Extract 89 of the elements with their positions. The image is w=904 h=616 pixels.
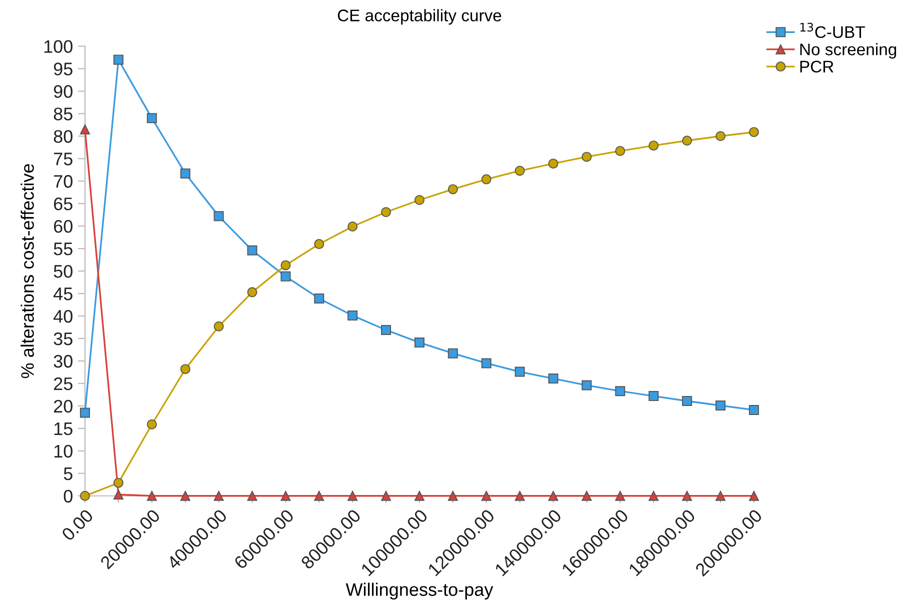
y-axis-title: % alterations cost-effective (20, 164, 34, 378)
legend-label: $^{13}$C-UBT (800, 22, 865, 38)
point (146, 419, 157, 430)
point (214, 321, 224, 332)
point (314, 293, 324, 304)
point (314, 239, 324, 250)
x-axis-title: Willingness-to-pay (346, 582, 494, 600)
y-tick-label: 95 (54, 62, 72, 76)
y-tick-label: 35 (54, 332, 72, 346)
point (280, 490, 291, 501)
point (348, 222, 358, 232)
point (615, 386, 626, 396)
point (582, 380, 592, 390)
y-tick-label: 55 (54, 242, 72, 256)
point (214, 490, 224, 501)
y-tick-label: 75 (54, 152, 72, 166)
point (648, 391, 659, 402)
point (548, 158, 558, 169)
y-tick-label: 60 (54, 220, 72, 233)
point (648, 140, 659, 151)
y-tick-label: 0 (64, 490, 72, 503)
y-tick-label: 50 (54, 264, 72, 278)
y-tick-label: 100 (44, 40, 72, 53)
point (481, 490, 492, 501)
y-tick-label: 90 (54, 85, 72, 98)
point (514, 366, 525, 377)
point (582, 152, 592, 162)
point (615, 490, 626, 501)
point (414, 338, 424, 348)
y-tick-label: 40 (54, 310, 72, 323)
point (648, 490, 659, 501)
x-tick-label: 0.00 (60, 508, 94, 542)
y-tick-label: 85 (54, 108, 72, 120)
point (748, 404, 759, 415)
point (481, 358, 492, 368)
point (381, 207, 392, 218)
y-tick-label: 45 (54, 288, 72, 300)
y-tick-label: 70 (54, 175, 72, 188)
y-tick-label: 5 (64, 468, 72, 480)
point (615, 146, 626, 156)
y-tick-label: 25 (54, 377, 72, 390)
point (448, 348, 458, 358)
point (481, 174, 492, 184)
point (113, 54, 124, 65)
point (247, 287, 258, 298)
point (448, 184, 458, 194)
legend-label: No screening (800, 43, 896, 59)
point (381, 490, 392, 501)
point (748, 127, 759, 138)
point (180, 490, 190, 501)
point (381, 324, 392, 335)
y-tick-label: 15 (54, 422, 72, 436)
legend-label: PCR (800, 60, 834, 73)
point (548, 374, 558, 384)
point (715, 490, 726, 501)
point (247, 245, 258, 256)
y-tick-label: 80 (54, 130, 72, 143)
point (80, 408, 90, 418)
point (113, 490, 124, 500)
point (80, 124, 90, 134)
y-tick-label: 10 (54, 444, 72, 458)
point (514, 490, 525, 501)
y-tick-label: 30 (54, 354, 72, 368)
point (348, 310, 358, 321)
point (682, 136, 692, 146)
point (715, 131, 726, 142)
point (314, 490, 324, 501)
point (280, 271, 291, 282)
point (682, 490, 692, 501)
point (113, 478, 124, 488)
point (146, 113, 157, 124)
point (682, 396, 692, 406)
point (247, 490, 258, 501)
point (582, 490, 592, 501)
point (348, 490, 358, 501)
point (180, 364, 190, 374)
point (146, 490, 157, 501)
point (414, 194, 424, 205)
point (548, 490, 558, 501)
y-tick-label: 20 (54, 400, 72, 413)
point (180, 168, 190, 178)
point (715, 400, 726, 410)
point (414, 490, 424, 501)
point (514, 166, 525, 176)
point (214, 211, 224, 222)
y-tick-label: 65 (54, 198, 72, 210)
point (448, 490, 458, 501)
chart-title: CE acceptability curve (338, 9, 502, 25)
point (280, 260, 291, 270)
